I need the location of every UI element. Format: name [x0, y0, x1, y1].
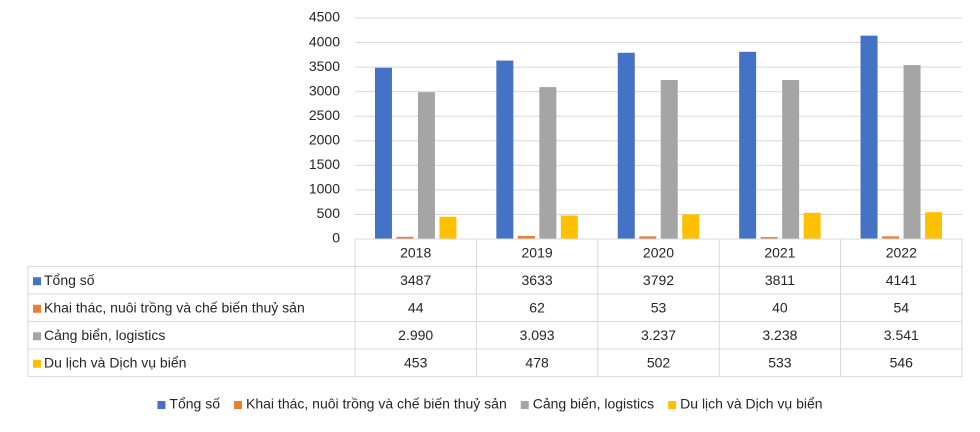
- legend-label: Cảng biển, logistics: [533, 396, 654, 412]
- x-tick-label: 2019: [522, 244, 553, 260]
- bar: [682, 214, 700, 239]
- table-row-label: Tổng số: [44, 272, 95, 288]
- legend-key: [33, 359, 41, 368]
- table-cell: 478: [525, 354, 549, 370]
- bar: [739, 51, 757, 239]
- table-cell: 2.990: [398, 327, 433, 343]
- legend-key: [33, 304, 41, 313]
- y-tick-label: 500: [317, 205, 341, 221]
- legend-key: [33, 332, 41, 341]
- table-cell: 40: [772, 299, 788, 315]
- y-tick-label: 0: [332, 230, 340, 246]
- y-tick-label: 2500: [309, 107, 340, 123]
- table-row-label: Khai thác, nuôi trồng và chế biến thuỷ s…: [44, 299, 305, 315]
- bar: [374, 67, 392, 239]
- bar: [639, 236, 657, 239]
- table-cell: 533: [768, 354, 792, 370]
- legend-key: [234, 401, 243, 409]
- x-tick-label: 2020: [643, 244, 674, 260]
- x-tick-label: 2018: [400, 244, 431, 260]
- bar: [903, 65, 921, 239]
- legend-label: Du lịch và Dịch vụ biển: [680, 396, 822, 412]
- x-tick-label: 2022: [886, 244, 917, 260]
- bar: [803, 212, 821, 239]
- bar: [496, 60, 514, 240]
- table-cell: 3633: [522, 272, 553, 288]
- bar: [560, 215, 578, 239]
- table-cell: 62: [529, 299, 545, 315]
- table-cell: 3.541: [884, 327, 919, 343]
- legend-label: Khai thác, nuôi trồng và chế biến thuỷ s…: [246, 396, 507, 412]
- bar: [539, 87, 557, 239]
- table-cell: 44: [408, 299, 424, 315]
- bar: [439, 216, 457, 239]
- y-tick-label: 3000: [309, 82, 340, 98]
- bar: [417, 92, 435, 239]
- legend-label: Tổng số: [169, 396, 220, 412]
- y-tick-label: 4500: [309, 9, 340, 25]
- table-cell: 3811: [765, 272, 795, 288]
- table-cell: 453: [404, 354, 428, 370]
- bar: [617, 52, 635, 240]
- table-row-label: Cảng biển, logistics: [44, 327, 165, 343]
- legend-key: [157, 401, 166, 409]
- table-cell: 3.237: [641, 327, 676, 343]
- bar: [925, 212, 943, 239]
- table-cell: 3487: [400, 272, 431, 288]
- table-cell: 3.238: [762, 327, 797, 343]
- bar: [782, 79, 800, 239]
- table-cell: 54: [894, 299, 910, 315]
- y-tick-label: 1000: [309, 181, 340, 197]
- table-cell: 546: [890, 354, 914, 370]
- bar: [517, 235, 535, 239]
- table-cell: 502: [647, 354, 671, 370]
- legend-key: [33, 277, 41, 286]
- bar: [660, 80, 678, 239]
- y-tick-label: 2000: [309, 131, 340, 147]
- y-tick-label: 4000: [309, 33, 340, 49]
- y-tick-label: 1500: [309, 156, 340, 172]
- table-cell: 3792: [643, 272, 674, 288]
- bar: [882, 236, 900, 239]
- table-row-label: Du lịch và Dịch vụ biển: [44, 354, 186, 370]
- bar: [760, 237, 778, 239]
- legend-key: [520, 401, 529, 409]
- y-tick-label: 3500: [309, 58, 340, 74]
- bar: [860, 35, 878, 239]
- table-cell: 53: [651, 299, 667, 315]
- bar: [396, 236, 414, 239]
- table-cell: 4141: [886, 272, 917, 288]
- table-cell: 3.093: [520, 327, 555, 343]
- legend-key: [668, 401, 677, 409]
- x-tick-label: 2021: [764, 244, 795, 260]
